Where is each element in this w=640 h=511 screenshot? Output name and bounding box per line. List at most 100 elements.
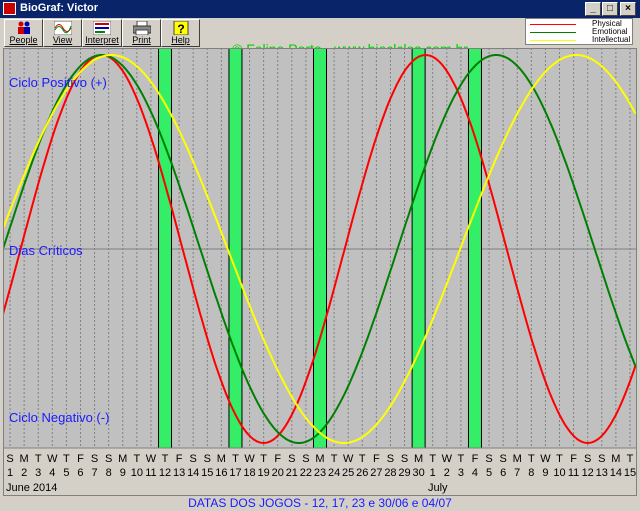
day-letter: T <box>162 453 169 465</box>
day-letter: F <box>176 453 183 465</box>
game-day-highlight <box>228 47 243 497</box>
chart-border <box>3 48 637 496</box>
day-number: 4 <box>49 467 55 479</box>
day-number: 12 <box>159 467 171 479</box>
maximize-button[interactable]: □ <box>602 2 618 16</box>
day-number: 9 <box>542 467 548 479</box>
day-number: 23 <box>314 467 326 479</box>
day-number: 22 <box>300 467 312 479</box>
day-number: 16 <box>215 467 227 479</box>
help-button[interactable]: ? Help <box>161 19 200 47</box>
day-letter: S <box>105 453 112 465</box>
legend-item-emotional: Emotional <box>530 27 630 37</box>
day-letter: T <box>63 453 70 465</box>
positive-cycle-label: Ciclo Positivo (+) <box>9 75 107 90</box>
interpret-icon <box>93 21 111 35</box>
day-letter: F <box>472 453 479 465</box>
negative-cycle-label: Ciclo Negativo (-) <box>9 410 110 425</box>
day-number: 28 <box>384 467 396 479</box>
day-letter: T <box>260 453 267 465</box>
legend-label-physical: Physical <box>592 19 622 28</box>
footer-caption: DATAS DOS JOGOS - 12, 17, 23 e 30/06 e 0… <box>188 496 452 510</box>
day-number: 30 <box>412 467 424 479</box>
day-number: 9 <box>120 467 126 479</box>
day-letter: W <box>343 453 354 465</box>
day-letter: W <box>244 453 255 465</box>
day-number: 14 <box>610 467 622 479</box>
day-letter: S <box>584 453 591 465</box>
help-icon: ? <box>173 21 189 35</box>
day-number: 10 <box>553 467 565 479</box>
day-number: 5 <box>63 467 69 479</box>
day-number: 13 <box>173 467 185 479</box>
day-number: 17 <box>229 467 241 479</box>
people-label: People <box>9 35 38 45</box>
legend-label-emotional: Emotional <box>592 27 628 36</box>
day-number: 29 <box>398 467 410 479</box>
day-number: 25 <box>342 467 354 479</box>
day-number: 20 <box>272 467 284 479</box>
day-number: 21 <box>286 467 298 479</box>
legend-item-intellectual: Intellectual <box>530 35 631 45</box>
chart-legend: Physical Emotional Intellectual <box>525 18 633 45</box>
people-button[interactable]: People <box>4 19 43 47</box>
legend-label-intellectual: Intellectual <box>592 35 631 44</box>
day-number: 18 <box>243 467 255 479</box>
day-number: 24 <box>328 467 340 479</box>
day-letter: T <box>627 453 634 465</box>
day-number: 19 <box>258 467 270 479</box>
day-letter: M <box>217 453 226 465</box>
day-number: 4 <box>472 467 478 479</box>
game-day-highlight <box>467 47 482 497</box>
day-letter: S <box>598 453 605 465</box>
day-number: 3 <box>35 467 41 479</box>
day-letter: S <box>190 453 197 465</box>
view-icon <box>54 21 72 35</box>
day-letter: S <box>91 453 98 465</box>
print-label: Print <box>132 35 151 45</box>
day-letter: M <box>611 453 620 465</box>
day-letter: S <box>204 453 211 465</box>
day-letter: F <box>274 453 281 465</box>
day-letter: S <box>499 453 506 465</box>
day-letter: T <box>35 453 42 465</box>
print-button[interactable]: Print <box>122 19 161 47</box>
day-letter: M <box>414 453 423 465</box>
day-number: 6 <box>77 467 83 479</box>
app-icon <box>3 2 16 15</box>
day-letter: S <box>401 453 408 465</box>
day-letter: S <box>302 453 309 465</box>
day-letter: T <box>331 453 338 465</box>
day-letter: T <box>458 453 465 465</box>
day-number: 1 <box>7 467 13 479</box>
legend-line-emotional <box>530 32 576 33</box>
day-number: 3 <box>458 467 464 479</box>
day-letter: S <box>6 453 13 465</box>
day-number: 14 <box>187 467 199 479</box>
window-title: BioGraf: Victor <box>20 2 99 14</box>
legend-item-physical: Physical <box>530 19 630 29</box>
day-number: 6 <box>500 467 506 479</box>
day-letter: M <box>513 453 522 465</box>
close-button[interactable]: × <box>620 2 636 16</box>
day-number: 27 <box>370 467 382 479</box>
day-letter: S <box>485 453 492 465</box>
series-line-intellectual <box>2 54 637 444</box>
day-number: 8 <box>106 467 112 479</box>
print-icon <box>133 21 151 35</box>
day-letter: F <box>373 453 380 465</box>
day-number: 1 <box>430 467 436 479</box>
legend-line-physical <box>530 24 576 25</box>
biorhythm-chart-svg: S1M2T3W4T5F6S7S8M9T10W11T12F13S14S15M16T… <box>2 47 637 497</box>
minimize-button[interactable]: _ <box>585 2 601 16</box>
day-letter: S <box>288 453 295 465</box>
day-number: 2 <box>21 467 27 479</box>
legend-line-intellectual <box>530 40 576 41</box>
day-number: 5 <box>486 467 492 479</box>
day-letter: T <box>556 453 563 465</box>
view-button[interactable]: View <box>43 19 82 47</box>
biorhythm-chart[interactable]: S 1 M 2 T 3 W 4 T 5 F 6 S 7 S 8 M 9 T 10 W 11 T 12 F 13 S 14 S 15 M 16 T… <box>2 47 637 497</box>
day-number: 8 <box>528 467 534 479</box>
day-number: 7 <box>514 467 520 479</box>
interpret-button[interactable]: Interpret <box>82 19 122 47</box>
